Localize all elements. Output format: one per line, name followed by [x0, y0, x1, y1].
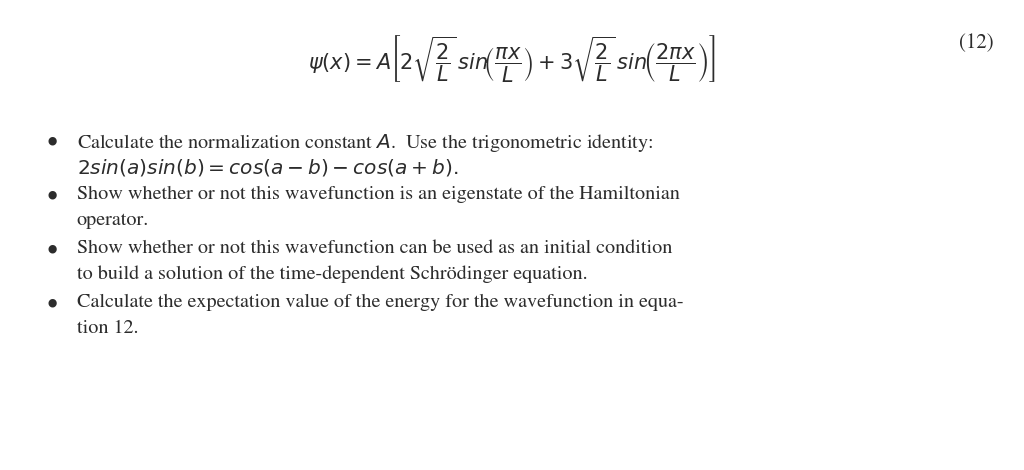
Text: tion 12.: tion 12. [77, 320, 138, 337]
Text: $2sin(a)sin(b) = cos(a-b) - cos(a+b).$: $2sin(a)sin(b) = cos(a-b) - cos(a+b).$ [77, 157, 458, 179]
Text: $\psi(x) = A\left[2\sqrt{\dfrac{2}{L}}\,sin\!\left(\dfrac{\pi x}{L}\right)+3\sqr: $\psi(x) = A\left[2\sqrt{\dfrac{2}{L}}\,… [308, 33, 716, 84]
Text: •: • [46, 132, 57, 151]
Text: operator.: operator. [77, 212, 150, 228]
Text: •: • [46, 294, 57, 313]
Text: •: • [46, 240, 57, 259]
Text: Calculate the normalization constant $A$.  Use the trigonometric identity:: Calculate the normalization constant $A$… [77, 132, 653, 154]
Text: (12): (12) [958, 33, 993, 53]
Text: •: • [46, 186, 57, 205]
Text: Calculate the expectation value of the energy for the wavefunction in equa-: Calculate the expectation value of the e… [77, 294, 683, 311]
Text: Show whether or not this wavefunction is an eigenstate of the Hamiltonian: Show whether or not this wavefunction is… [77, 186, 680, 203]
Text: Show whether or not this wavefunction can be used as an initial condition: Show whether or not this wavefunction ca… [77, 240, 672, 257]
Text: to build a solution of the time-dependent Schrödinger equation.: to build a solution of the time-dependen… [77, 266, 588, 283]
